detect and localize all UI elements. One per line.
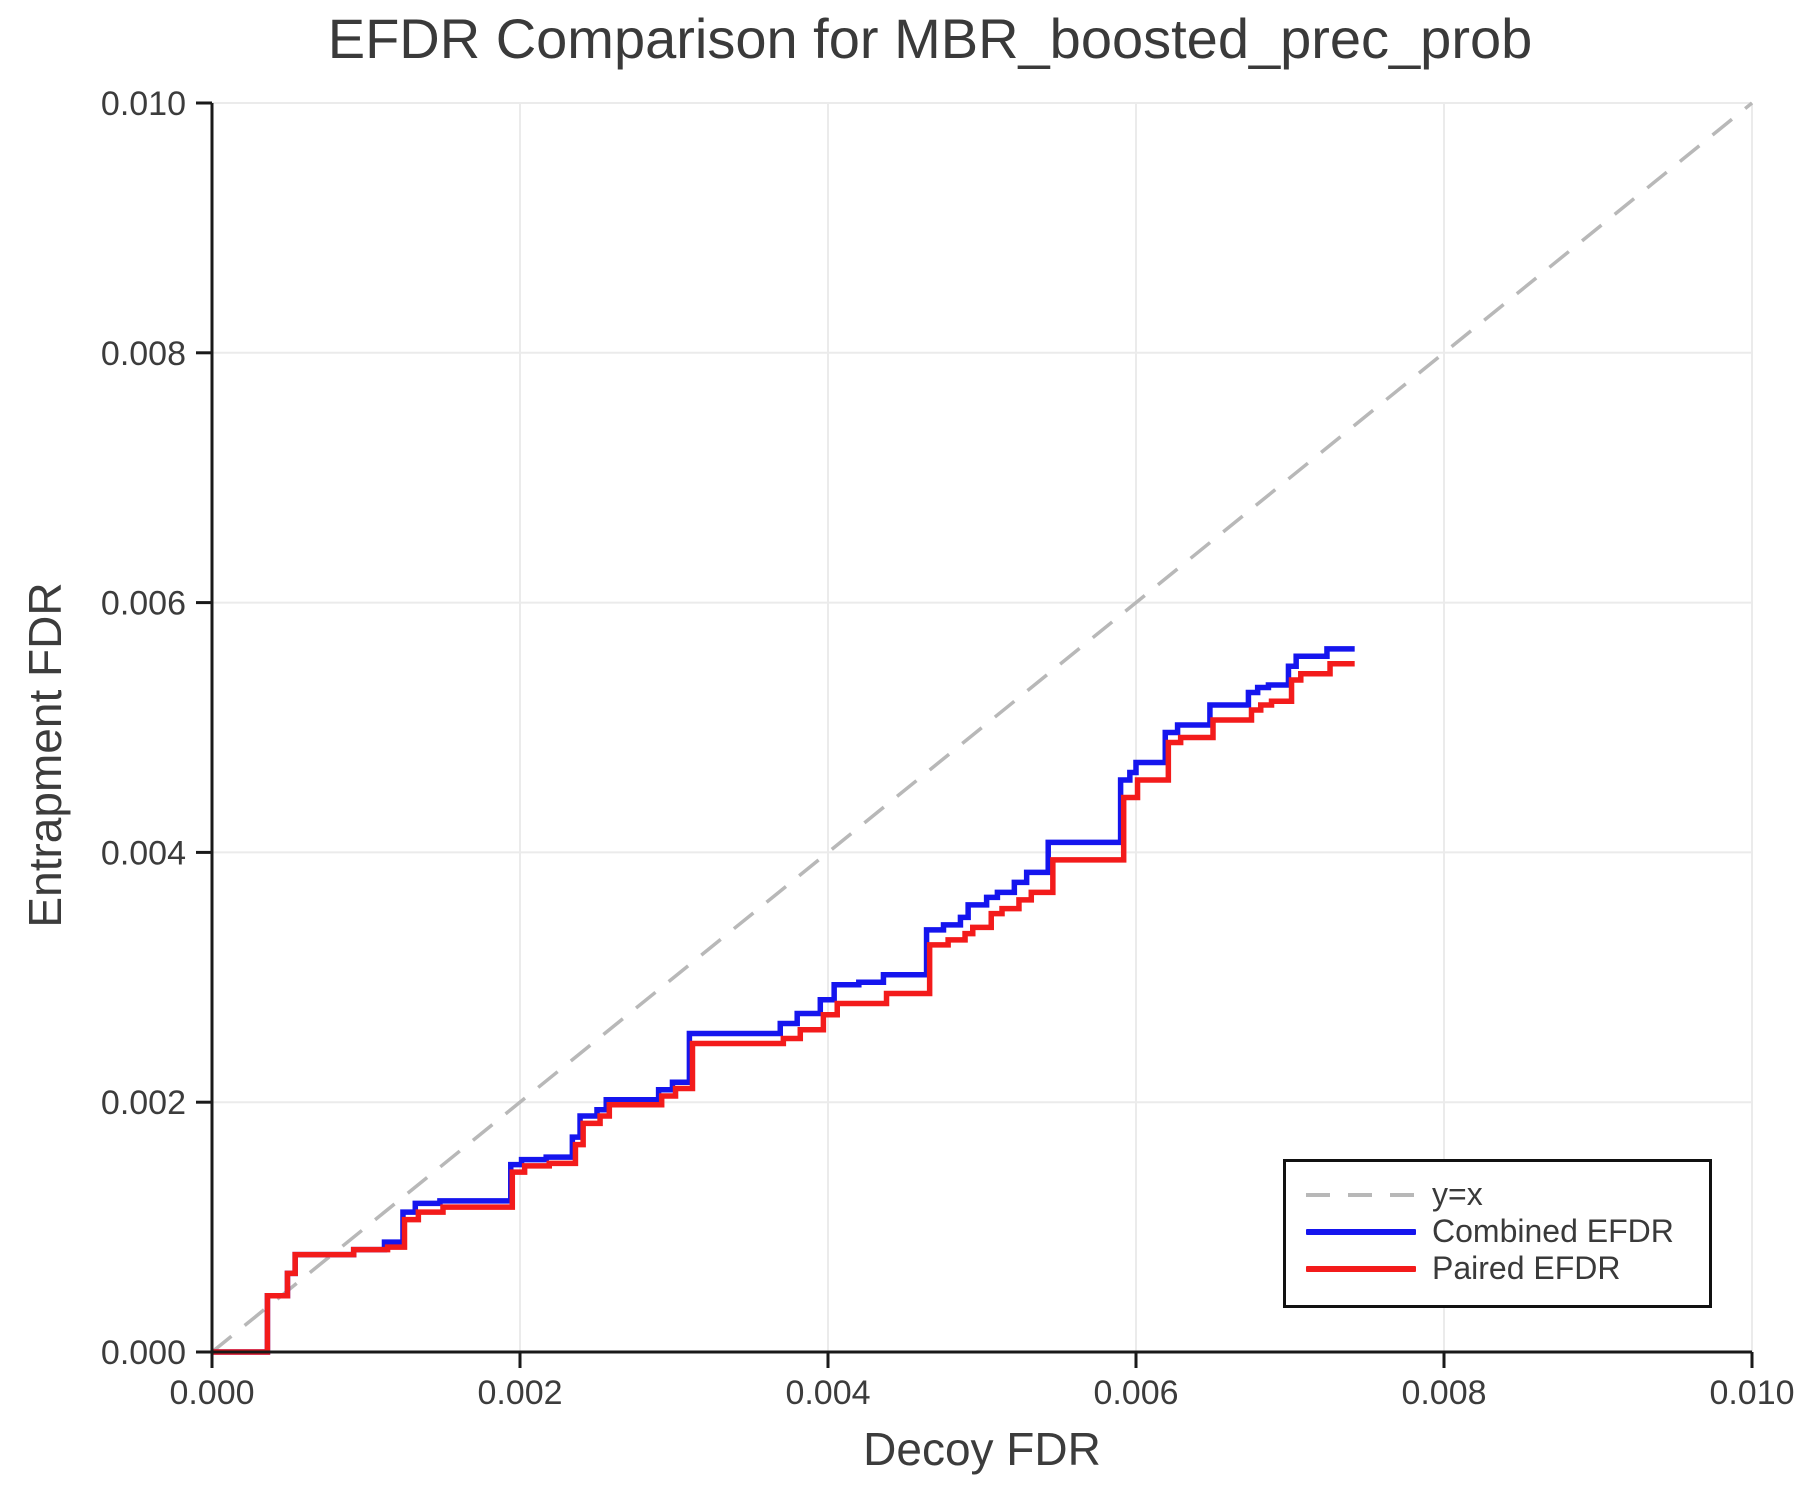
y-tick-label: 0.010: [101, 85, 186, 123]
legend-label-combined-efdr: Combined EFDR: [1432, 1213, 1674, 1249]
y-tick-label: 0.008: [101, 335, 186, 373]
x-tick-label: 0.002: [477, 1374, 562, 1412]
paired-efdr-line: [212, 661, 1355, 1355]
legend-item-yx: y=x: [1306, 1176, 1709, 1213]
gridlines: [212, 102, 1753, 1352]
legend-label-yx: y=x: [1432, 1176, 1483, 1212]
combined-efdr-line: [212, 646, 1355, 1355]
legend-label-paired-efdr: Paired EFDR: [1432, 1250, 1621, 1286]
tick-labels: 0.000 0.002 0.004 0.006 0.008 0.010 0.000 0.002…: [101, 85, 1795, 1412]
legend-combined-line-sample: [1306, 1228, 1416, 1235]
legend-dashed-line-sample: [1306, 1192, 1416, 1197]
x-axis-label: Decoy FDR: [863, 1423, 1101, 1475]
y-tick-label: 0.000: [101, 1334, 186, 1372]
x-tick-label: 0.000: [169, 1374, 254, 1412]
legend-item-paired-efdr: Paired EFDR: [1306, 1250, 1709, 1287]
x-tick-label: 0.006: [1093, 1374, 1178, 1412]
legend-paired-line-sample: [1306, 1265, 1416, 1272]
legend: y=x Combined EFDR Paired EFDR: [1283, 1159, 1712, 1308]
y-tick-label: 0.004: [101, 834, 186, 872]
x-tick-label: 0.004: [785, 1374, 870, 1412]
legend-item-combined-efdr: Combined EFDR: [1306, 1213, 1709, 1250]
x-tick-label: 0.008: [1401, 1374, 1486, 1412]
tick-marks: [196, 101, 1754, 1368]
y-tick-label: 0.002: [101, 1084, 186, 1122]
chart-title: EFDR Comparison for MBR_boosted_prec_pro…: [327, 7, 1533, 70]
y-tick-label: 0.006: [101, 585, 186, 623]
axes-spines: [210, 103, 1752, 1354]
x-tick-label: 0.010: [1709, 1374, 1794, 1412]
reference-line-y-equals-x: [210, 101, 1754, 1354]
